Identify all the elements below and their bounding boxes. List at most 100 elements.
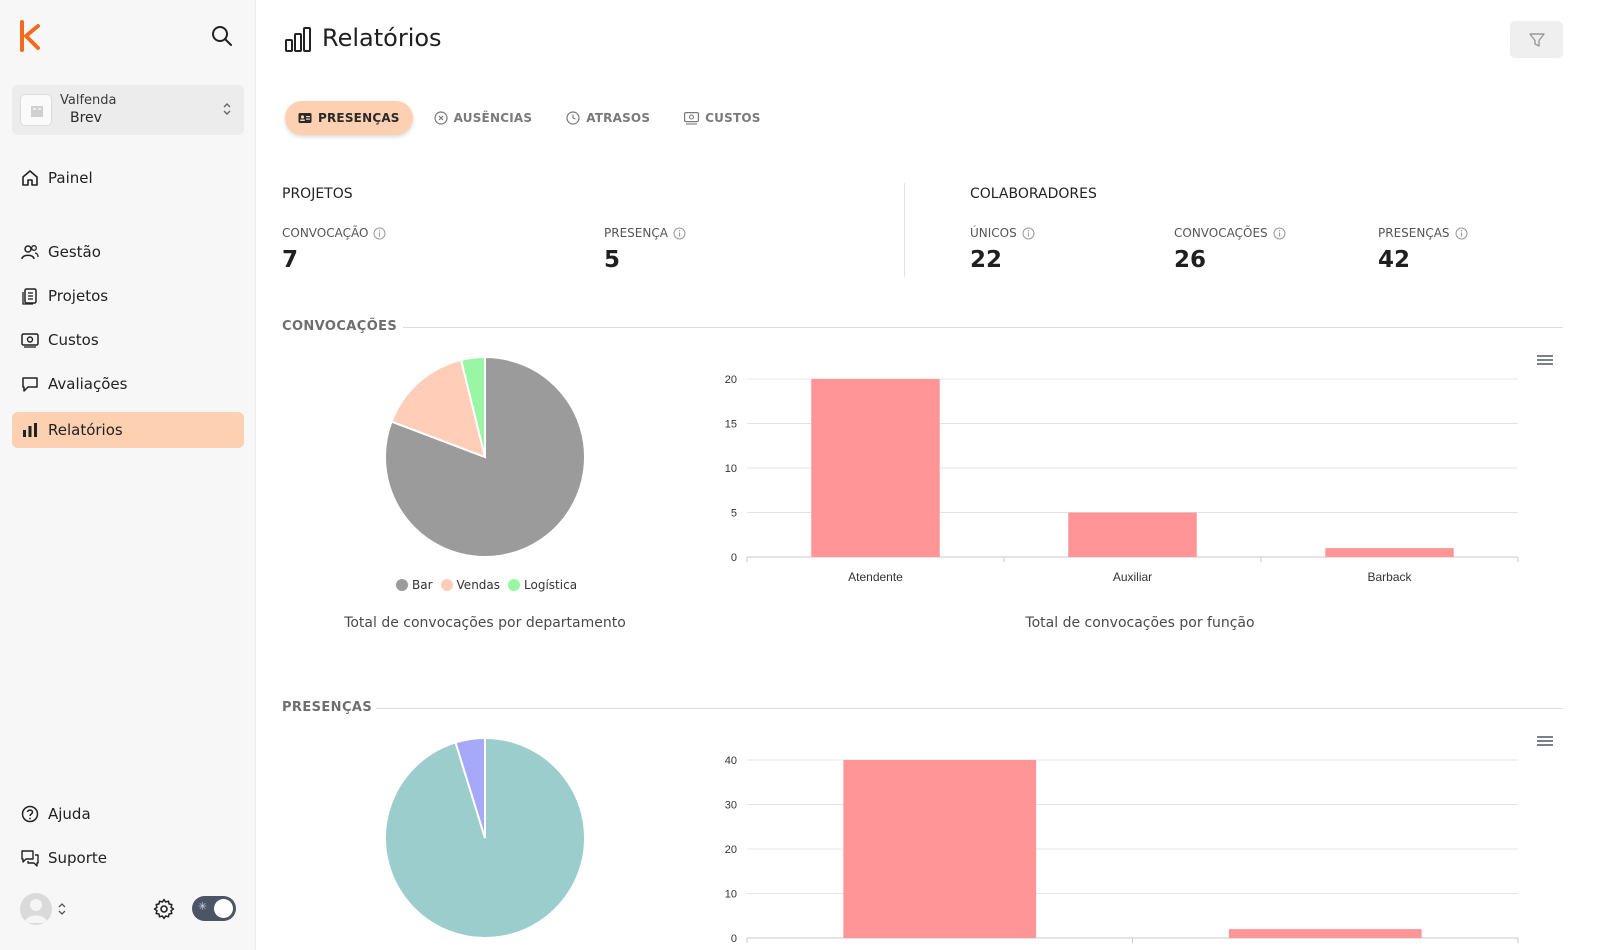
gear-icon[interactable] — [153, 898, 175, 924]
sidebar-item-label: Ajuda — [48, 805, 91, 823]
y-tick-label: 10 — [725, 463, 737, 475]
sidebar-item-label: Custos — [48, 331, 99, 349]
toggle-knob — [214, 899, 233, 918]
y-tick-label: 15 — [725, 419, 737, 431]
legend-item-logistica[interactable]: Logística — [508, 578, 577, 592]
sidebar-item-ajuda[interactable]: Ajuda — [12, 796, 244, 832]
user-icon — [25, 899, 47, 923]
bar[interactable] — [1068, 512, 1197, 558]
workspace-switcher[interactable]: Valfenda Brev — [12, 85, 244, 135]
sidebar-item-label: Relatórios — [48, 421, 123, 439]
sidebar-item-label: Gestão — [48, 243, 101, 261]
section-title-presencas: PRESENÇAS — [282, 700, 373, 715]
sidebar-item-suporte[interactable]: Suporte — [12, 840, 244, 876]
stat-label-text: CONVOCAÇÕES — [1174, 226, 1268, 240]
section-divider — [376, 708, 1563, 709]
y-tick-label: 30 — [725, 800, 737, 812]
search-icon[interactable] — [210, 24, 236, 50]
filter-icon — [1528, 32, 1545, 47]
workspace-name: Brev — [70, 110, 102, 126]
legend-label: Vendas — [456, 578, 501, 592]
bar[interactable] — [811, 379, 940, 557]
info-icon[interactable] — [1022, 227, 1035, 240]
info-icon[interactable] — [673, 227, 686, 240]
tab-atrasos[interactable]: ATRASOS — [553, 101, 663, 135]
sidebar-item-avaliacoes[interactable]: Avaliações — [12, 366, 244, 402]
app-logo-icon[interactable] — [18, 20, 42, 52]
bar-chart-funcao: 0 5 10 15 20 Atendente Auxiliar Barback — [725, 374, 1519, 584]
pie-slice[interactable] — [390, 358, 487, 459]
stat-label-presenca: PRESENÇA — [604, 226, 686, 240]
home-icon — [20, 168, 40, 188]
users-icon — [20, 242, 40, 262]
filter-button[interactable] — [1510, 21, 1563, 58]
chat-icon — [20, 374, 40, 394]
stat-label-text: ÚNICOS — [970, 226, 1017, 240]
x-tick-label: Auxiliar — [1113, 570, 1152, 584]
workspace-avatar — [20, 94, 52, 126]
user-avatar[interactable] — [20, 893, 52, 925]
report-tabs: PRESENÇAS AUSÊNCIAS ATRASOS CUSTOS — [285, 101, 782, 135]
legend-label: Bar — [412, 578, 433, 592]
sidebar-item-custos[interactable]: Custos — [12, 322, 244, 358]
bar-chart-icon — [20, 420, 40, 440]
chart-menu-icon[interactable] — [1536, 352, 1554, 371]
id-card-icon — [298, 112, 312, 124]
x-tick-label: Atendente — [848, 570, 903, 584]
clipboard-icon — [20, 286, 40, 306]
sidebar-item-painel[interactable]: Painel — [12, 160, 244, 196]
stats-divider — [904, 183, 905, 277]
x-tick-label: Barback — [1367, 570, 1412, 584]
tab-presencas[interactable]: PRESENÇAS — [285, 101, 413, 135]
bar[interactable] — [843, 760, 1037, 938]
sidebar-item-label: Painel — [48, 169, 93, 187]
legend-label: Logística — [524, 578, 578, 592]
collaborators-stats-title: COLABORADORES — [970, 186, 1097, 202]
sidebar-item-gestao[interactable]: Gestão — [12, 234, 244, 270]
support-icon — [20, 848, 40, 868]
bar[interactable] — [1228, 929, 1422, 938]
projects-stats-title: PROJETOS — [282, 186, 353, 202]
stat-value-presencas: 42 — [1378, 247, 1411, 273]
y-tick-label: 0 — [731, 552, 737, 564]
theme-toggle[interactable]: ✳ — [192, 896, 236, 921]
stat-label-text: PRESENÇAS — [1378, 226, 1450, 240]
chevron-updown-icon[interactable] — [58, 902, 66, 916]
sidebar: Valfenda Brev Painel Gestão Projetos Cus… — [0, 0, 256, 950]
legend-item-vendas[interactable]: Vendas — [440, 578, 501, 592]
stat-label-convocacao: CONVOCAÇÃO — [282, 226, 386, 240]
pie-chart-departamento — [384, 355, 586, 558]
legend-swatch — [508, 579, 521, 591]
legend-swatch — [440, 579, 453, 591]
info-icon[interactable] — [1455, 227, 1468, 240]
stat-label-convocacoes: CONVOCAÇÕES — [1174, 226, 1286, 240]
tab-label: AUSÊNCIAS — [453, 111, 533, 125]
x-circle-icon — [434, 111, 448, 125]
stat-label-unicos: ÚNICOS — [970, 226, 1035, 240]
section-divider — [403, 327, 1563, 328]
stat-value-convocacao: 7 — [282, 247, 299, 273]
info-icon[interactable] — [373, 227, 386, 240]
tab-custos[interactable]: CUSTOS — [671, 101, 773, 135]
y-tick-label: 0 — [731, 933, 737, 945]
sidebar-item-projetos[interactable]: Projetos — [12, 278, 244, 314]
pie-slice[interactable] — [454, 736, 486, 839]
sidebar-item-label: Suporte — [48, 849, 108, 867]
stat-value-convocacoes: 26 — [1174, 247, 1207, 273]
building-icon — [31, 106, 43, 117]
bar-caption: Total de convocações por função — [1025, 615, 1255, 631]
y-tick-label: 5 — [731, 508, 737, 520]
legend-item-bar[interactable]: Bar — [396, 578, 433, 592]
y-tick-label: 10 — [725, 889, 737, 901]
info-icon[interactable] — [1273, 227, 1286, 240]
chart-menu-icon[interactable] — [1536, 733, 1554, 752]
pie-slice[interactable] — [459, 355, 486, 458]
tab-label: CUSTOS — [705, 111, 761, 125]
sidebar-item-label: Avaliações — [48, 375, 128, 393]
y-tick-label: 20 — [725, 844, 737, 856]
page-title: Relatórios — [322, 24, 442, 52]
stat-value-presenca: 5 — [604, 247, 621, 273]
tab-ausencias[interactable]: AUSÊNCIAS — [421, 101, 546, 135]
sidebar-item-relatorios[interactable]: Relatórios — [12, 412, 244, 448]
bar[interactable] — [1325, 548, 1454, 557]
